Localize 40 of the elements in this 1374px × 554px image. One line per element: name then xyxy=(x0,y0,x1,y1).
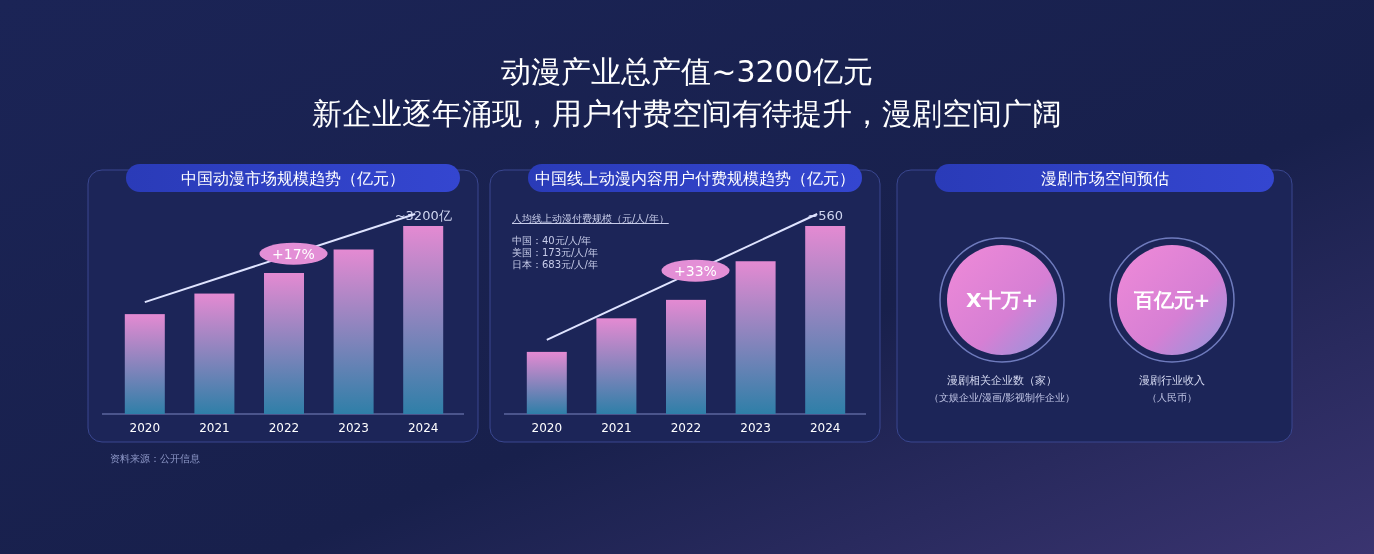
chart-title: 中国动漫市场规模趋势（亿元） xyxy=(181,169,405,188)
text: X十万+ xyxy=(965,288,1039,312)
chart-title: 中国线上动漫内容用户付费规模趋势（亿元） xyxy=(535,169,855,188)
data-label: ~3200亿 xyxy=(394,208,452,223)
x-tick-label: 2021 xyxy=(601,421,632,435)
bar xyxy=(264,273,304,414)
x-tick-label: 2020 xyxy=(129,421,161,435)
bar xyxy=(526,351,567,414)
annotation: +17% xyxy=(272,245,315,262)
text: 人均线上动漫付费规模（元/人/年） xyxy=(512,213,669,224)
x-tick-label: 2023 xyxy=(338,421,369,435)
bar xyxy=(194,293,235,414)
annotation: 美国：173元/人/年 xyxy=(512,247,598,258)
data-label: ~560 xyxy=(807,208,844,223)
bar xyxy=(403,226,444,414)
bar xyxy=(596,318,637,414)
x-tick-label: 2022 xyxy=(670,421,702,435)
x-tick-label: 2020 xyxy=(531,421,563,435)
bar xyxy=(735,261,776,414)
bar xyxy=(124,314,165,414)
bar xyxy=(666,299,706,414)
x-tick-label: 2024 xyxy=(809,421,841,435)
text: （文娱企业/漫画/影视制作企业） xyxy=(928,392,1076,403)
text: 漫剧相关企业数（家） xyxy=(947,374,1057,387)
bar xyxy=(333,249,374,414)
text: 百亿元+ xyxy=(1132,288,1211,312)
annotation: +33% xyxy=(674,262,717,279)
x-tick-label: 2021 xyxy=(199,421,230,435)
text: 资料来源：公开信息 xyxy=(110,453,200,464)
x-tick-label: 2023 xyxy=(740,421,771,435)
annotation: 中国：40元/人/年 xyxy=(512,235,592,246)
annotation: 日本：683元/人/年 xyxy=(512,259,598,270)
text: 漫剧行业收入 xyxy=(1139,374,1205,387)
text: 新企业逐年涌现，用户付费空间有待提升，漫剧空间广阔 xyxy=(312,96,1062,131)
text: 漫剧市场空间预估 xyxy=(1040,169,1169,188)
x-tick-label: 2024 xyxy=(407,421,439,435)
text: （人民币） xyxy=(1147,392,1197,403)
text: 动漫产业总产值~3200亿元 xyxy=(501,54,873,89)
x-tick-label: 2022 xyxy=(268,421,300,435)
bar xyxy=(805,226,846,414)
